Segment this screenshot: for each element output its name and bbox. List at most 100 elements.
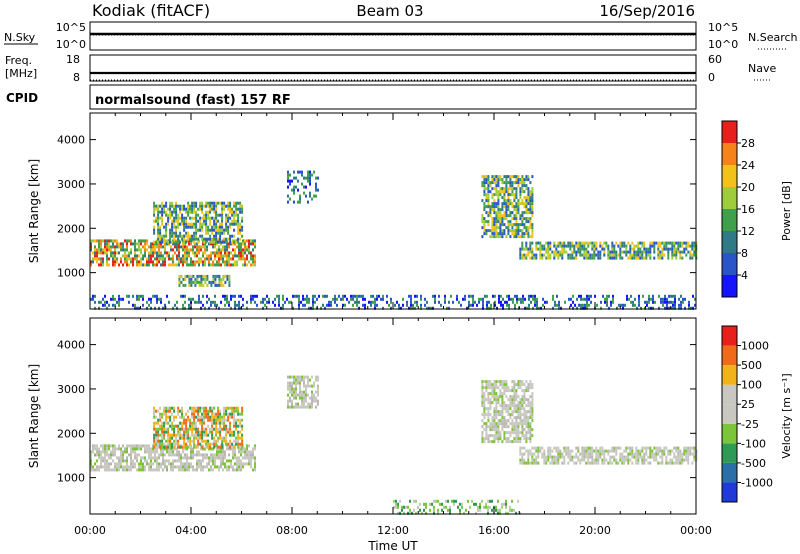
echo-cell [196, 280, 199, 284]
echo-cell [487, 184, 490, 188]
echo-cell [158, 254, 160, 258]
echo-cell [153, 406, 156, 410]
echo-cell [242, 303, 244, 307]
echo-cell [205, 406, 208, 410]
echo-cell [629, 449, 632, 453]
echo-cell [376, 297, 378, 301]
echo-cell [344, 294, 346, 298]
echo-cell [201, 418, 204, 422]
echo-cell [229, 204, 232, 208]
echo-cell [521, 428, 524, 432]
echo-cell [221, 445, 224, 449]
echo-cell [649, 244, 652, 248]
colorbar-tick-label: -500 [741, 457, 766, 470]
echo-cell [180, 257, 182, 261]
echo-cell [307, 384, 309, 388]
echo-cell [509, 214, 512, 218]
echo-cell [610, 303, 612, 307]
echo-cell [523, 247, 526, 251]
echo-cell [305, 185, 307, 189]
echo-cell [182, 283, 185, 287]
echo-cell [501, 383, 504, 387]
echo-cell [205, 210, 208, 214]
echo-cell [150, 462, 152, 466]
echo-cell [587, 244, 590, 248]
echo-cell [519, 380, 522, 384]
echo-cell [226, 468, 228, 472]
echo-cell [525, 416, 528, 420]
echo-cell [108, 468, 110, 472]
echo-cell [655, 241, 658, 245]
echo-cell [219, 424, 222, 428]
echo-cell [226, 294, 228, 298]
echo-cell [181, 409, 184, 413]
echo-cell [298, 300, 300, 304]
echo-cell [187, 415, 190, 419]
echo-cell [193, 445, 196, 449]
echo-cell [201, 222, 204, 226]
echo-cell [607, 247, 610, 251]
echo-cell [503, 229, 506, 233]
freq-tick-top: 18 [66, 53, 80, 66]
echo-cell [163, 427, 166, 431]
echo-cell [513, 407, 516, 411]
echo-cell [606, 297, 608, 301]
echo-cell [658, 306, 660, 310]
echo-cell [210, 280, 213, 284]
echo-cell [620, 303, 622, 307]
echo-cell [521, 452, 524, 456]
echo-cell [173, 222, 176, 226]
echo-cell [579, 452, 582, 456]
echo-cell [120, 456, 122, 460]
echo-cell [227, 406, 230, 410]
echo-cell [505, 511, 507, 515]
echo-cell [499, 208, 502, 212]
echo-cell [527, 401, 530, 405]
echo-cell [529, 241, 532, 245]
echo-cell [98, 447, 100, 451]
echo-cell [203, 421, 206, 425]
echo-cell [108, 447, 110, 451]
echo-cell [617, 446, 620, 450]
echo-cell [521, 187, 524, 191]
echo-cell [685, 253, 688, 257]
echo-cell [120, 297, 122, 301]
echo-cell [545, 250, 548, 254]
echo-cell [219, 228, 222, 232]
echo-cell [237, 237, 240, 241]
echo-cell [522, 297, 524, 301]
echo-cell [112, 468, 114, 472]
echo-cell [425, 502, 427, 506]
echo-cell [646, 303, 648, 307]
echo-cell [495, 386, 498, 390]
echo-cell [643, 247, 646, 251]
echo-cell [481, 220, 484, 224]
echo-cell [154, 468, 156, 472]
echo-cell [175, 210, 178, 214]
echo-cell [517, 178, 520, 182]
echo-cell [134, 254, 136, 258]
echo-cell [491, 235, 494, 239]
echo-cell [531, 419, 534, 423]
echo-cell [176, 242, 178, 246]
echo-cell [575, 253, 578, 257]
echo-cell [161, 234, 164, 238]
echo-cell [499, 380, 502, 384]
echo-cell [577, 446, 580, 450]
echo-cell [501, 407, 504, 411]
echo-cell [181, 222, 184, 226]
echo-cell [112, 245, 114, 249]
echo-cell [236, 456, 238, 460]
echo-cell [120, 248, 122, 252]
echo-cell [435, 499, 437, 503]
echo-cell [163, 412, 166, 416]
echo-cell [625, 446, 628, 450]
echo-cell [613, 449, 616, 453]
echo-cell [309, 173, 311, 177]
echo-cell [489, 383, 492, 387]
echo-cell [505, 437, 508, 441]
echo-cell [501, 401, 504, 405]
echo-cell [182, 462, 184, 466]
echo-cell [120, 459, 122, 463]
echo-cell [382, 297, 384, 301]
